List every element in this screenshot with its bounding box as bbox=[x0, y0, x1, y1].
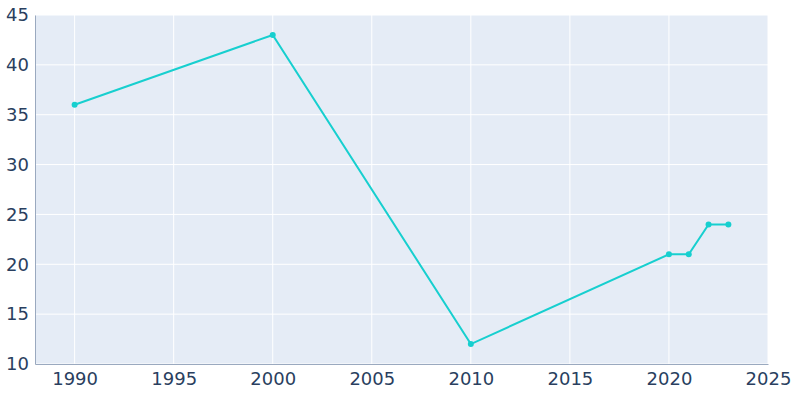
chart: 1990199520002005201020152020202510152025… bbox=[0, 0, 800, 400]
tick: 40 bbox=[6, 54, 35, 75]
tick: 1990 bbox=[52, 364, 98, 389]
grid-line bbox=[35, 264, 768, 265]
tick-label: 2020 bbox=[647, 368, 693, 389]
tick: 25 bbox=[6, 204, 35, 225]
tick: 45 bbox=[6, 4, 35, 25]
grid-line bbox=[35, 15, 768, 16]
plot: 1990199520002005201020152020202510152025… bbox=[6, 4, 791, 389]
tick-label: 35 bbox=[6, 104, 29, 125]
tick: 15 bbox=[6, 303, 35, 324]
tick-label: 2000 bbox=[250, 368, 296, 389]
tick-label: 2015 bbox=[547, 368, 593, 389]
grid-line bbox=[569, 15, 570, 364]
tick-label: 45 bbox=[6, 4, 29, 25]
tick: 2025 bbox=[746, 364, 792, 389]
grid-line bbox=[74, 15, 75, 364]
marker bbox=[270, 32, 276, 38]
grid-line bbox=[35, 64, 768, 65]
grid-line bbox=[470, 15, 471, 364]
grid-line bbox=[768, 15, 769, 364]
tick-label: 25 bbox=[6, 204, 29, 225]
marker bbox=[686, 251, 692, 257]
tick-label: 2005 bbox=[349, 368, 395, 389]
tick-label: 20 bbox=[6, 254, 29, 275]
grid-line bbox=[35, 314, 768, 315]
tick: 2020 bbox=[647, 364, 693, 389]
x-axis: 1990 1995 2000 2005 2010 2015 2020 2025 bbox=[36, 364, 792, 389]
tick: 2000 bbox=[250, 364, 296, 389]
grid-line bbox=[272, 15, 273, 364]
marker bbox=[666, 251, 672, 257]
tick-label: 10 bbox=[6, 353, 29, 374]
grid-line bbox=[668, 15, 669, 364]
grid-line bbox=[173, 15, 174, 364]
tick: 1995 bbox=[151, 364, 197, 389]
tick-label: 2010 bbox=[448, 368, 494, 389]
tick: 2010 bbox=[448, 364, 494, 389]
tick-label: 30 bbox=[6, 154, 29, 175]
grid bbox=[35, 15, 768, 364]
marker bbox=[468, 341, 474, 347]
tick-label: 2025 bbox=[746, 368, 792, 389]
tick-label: 15 bbox=[6, 303, 29, 324]
marker bbox=[706, 221, 712, 227]
tick-label: 1995 bbox=[151, 368, 197, 389]
series bbox=[72, 32, 732, 347]
marker bbox=[72, 102, 78, 108]
tick-label: 1990 bbox=[52, 368, 98, 389]
marker bbox=[725, 221, 731, 227]
grid-line bbox=[35, 364, 768, 365]
tick: 2015 bbox=[547, 364, 593, 389]
line bbox=[75, 35, 729, 344]
plot-background bbox=[35, 15, 768, 364]
tick: 20 bbox=[6, 254, 35, 275]
grid-line bbox=[35, 214, 768, 215]
grid-line bbox=[35, 114, 768, 115]
grid-line bbox=[35, 164, 768, 165]
tick: 2005 bbox=[349, 364, 395, 389]
axis-line bbox=[36, 364, 769, 365]
tick: 30 bbox=[6, 154, 35, 175]
tick: 10 bbox=[6, 353, 35, 374]
tick-label: 40 bbox=[6, 54, 29, 75]
tick: 35 bbox=[6, 104, 35, 125]
axis-line bbox=[35, 16, 36, 365]
y-axis: 10 15 20 25 30 35 40 45 bbox=[6, 4, 35, 374]
